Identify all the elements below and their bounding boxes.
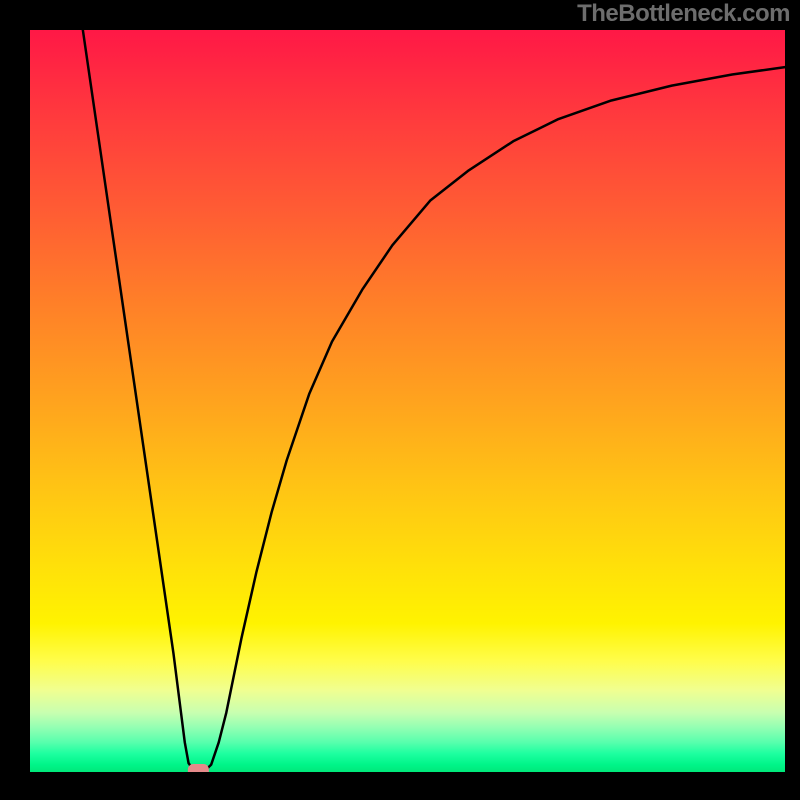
chart-border: [785, 0, 800, 800]
gradient-background: [30, 30, 785, 772]
watermark-text: TheBottleneck.com: [577, 0, 790, 28]
chart-border: [0, 0, 30, 800]
chart-container: TheBottleneck.com: [0, 0, 800, 800]
bottleneck-chart: [0, 0, 800, 800]
chart-border: [0, 772, 800, 800]
